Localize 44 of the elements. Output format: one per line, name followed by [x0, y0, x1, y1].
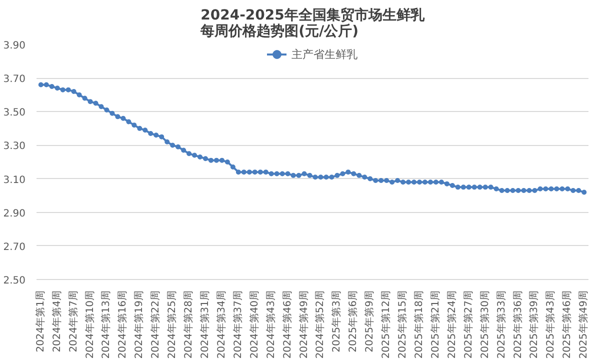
x-tick-label: 2024年第40周 [248, 290, 260, 359]
x-tick-label: 2025年第15周 [396, 290, 409, 359]
x-tick-label: 2024年第16周 [116, 290, 129, 359]
y-tick-label: 3.90 [3, 40, 26, 52]
y-tick-label: 3.70 [3, 74, 26, 86]
x-tick-label: 2024年第28周 [182, 290, 195, 359]
x-tick-label: 2024年第4周 [50, 290, 63, 352]
x-tick-label: 2024年第7周 [67, 290, 80, 352]
x-tick-label: 2025年第24周 [446, 290, 458, 359]
x-tick-label: 2024年第49周 [298, 290, 310, 359]
x-tick-label: 2024年第43周 [264, 290, 277, 359]
x-tick-label: 2024年第52周 [314, 290, 326, 359]
x-tick-label: 2025年第36周 [512, 290, 524, 359]
x-tick-label: 2024年第13周 [100, 290, 112, 359]
x-tick-label: 2025年第21周 [429, 290, 442, 359]
y-tick-label: 2.70 [3, 242, 26, 253]
x-tick-label: 2025年第39周 [528, 290, 540, 359]
x-tick-label: 2025年第33周 [495, 290, 508, 359]
x-tick-label: 2025年第6周 [347, 290, 360, 352]
x-tick-label: 2024年第22周 [150, 290, 162, 359]
x-tick-label: 2025年第49周 [578, 290, 590, 359]
x-tick-label: 2024年第19周 [133, 290, 146, 359]
legend-label: 主产省生鲜乳 [292, 46, 358, 62]
x-tick-label: 2025年第43周 [544, 290, 557, 359]
x-tick-label: 2025年第27周 [462, 290, 474, 359]
x-tick-label: 2024年第37周 [232, 290, 244, 359]
x-tick-label: 2024年第46周 [281, 290, 294, 359]
x-tick-label: 2024年第31周 [199, 290, 211, 359]
y-tick-label: 2.50 [3, 276, 26, 286]
x-tick-label: 2025年第46周 [561, 290, 574, 359]
y-tick-label: 3.10 [3, 174, 26, 186]
x-tick-label: 2024年第10周 [84, 290, 96, 359]
x-tick-label: 2025年第9周 [364, 290, 376, 352]
x-tick-label: 2025年第3周 [330, 290, 343, 352]
x-tick-label: 2024年第34周 [215, 290, 228, 359]
x-tick-label: 2025年第12周 [380, 290, 392, 359]
x-tick-label: 2024年第25周 [166, 290, 178, 359]
y-tick-label: 2.90 [3, 208, 26, 220]
y-tick-label: 3.50 [3, 108, 26, 119]
x-tick-label: 2025年第18周 [413, 290, 425, 359]
chart-title: 2024-2025年全国集贸市场生鲜乳每周价格趋势图(元/公斤) [200, 6, 426, 40]
y-tick-label: 3.30 [3, 141, 26, 152]
x-tick-label: 2025年第30周 [478, 290, 491, 359]
x-tick-label: 2024年第1周 [34, 290, 46, 352]
